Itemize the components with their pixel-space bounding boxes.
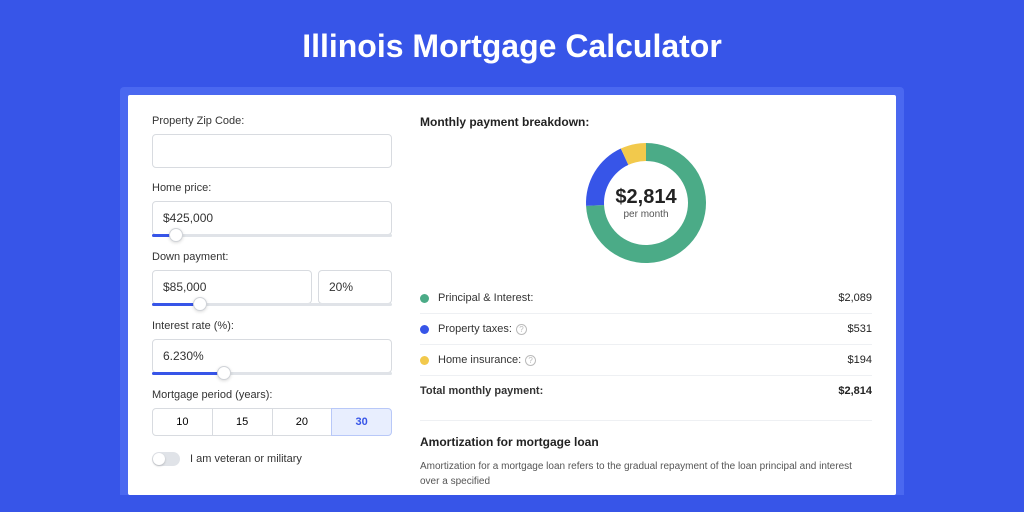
field-home-price: Home price: <box>152 182 392 237</box>
slider-thumb[interactable] <box>193 297 207 311</box>
period-button-10[interactable]: 10 <box>152 408 213 436</box>
zip-input[interactable] <box>152 134 392 168</box>
slider-thumb[interactable] <box>169 228 183 242</box>
field-down-payment: Down payment: <box>152 251 392 306</box>
info-icon[interactable]: ? <box>525 355 536 366</box>
form-panel: Property Zip Code: Home price: Down paym… <box>152 115 392 495</box>
total-row: Total monthly payment: $2,814 <box>420 376 872 406</box>
field-zip: Property Zip Code: <box>152 115 392 168</box>
donut-sub: per month <box>615 209 676 220</box>
period-label: Mortgage period (years): <box>152 389 392 401</box>
down-payment-pct-input[interactable] <box>318 270 392 304</box>
field-period: Mortgage period (years): 10152030 <box>152 389 392 436</box>
slider-thumb[interactable] <box>217 366 231 380</box>
amortization-title: Amortization for mortgage loan <box>420 435 872 449</box>
period-button-group: 10152030 <box>152 408 392 436</box>
total-label: Total monthly payment: <box>420 385 543 397</box>
toggle-knob <box>153 453 165 465</box>
legend-row: Property taxes:? $531 <box>420 314 872 345</box>
calculator-card: Property Zip Code: Home price: Down paym… <box>128 95 896 495</box>
veteran-toggle[interactable] <box>152 452 180 466</box>
legend-value: $531 <box>848 323 872 335</box>
home-price-input[interactable] <box>152 201 392 235</box>
donut-amount: $2,814 <box>615 186 676 209</box>
home-price-slider[interactable] <box>152 234 392 237</box>
total-value: $2,814 <box>838 385 872 397</box>
donut-chart: $2,814 per month <box>420 141 872 265</box>
legend-dot <box>420 294 429 303</box>
down-payment-label: Down payment: <box>152 251 392 263</box>
amortization-section: Amortization for mortgage loan Amortizat… <box>420 420 872 489</box>
interest-rate-input[interactable] <box>152 339 392 373</box>
legend-row: Principal & Interest: $2,089 <box>420 283 872 314</box>
legend: Principal & Interest: $2,089 Property taxe… <box>420 283 872 376</box>
info-icon[interactable]: ? <box>516 324 527 335</box>
interest-rate-slider[interactable] <box>152 372 392 375</box>
home-price-label: Home price: <box>152 182 392 194</box>
legend-label: Home insurance: <box>438 354 521 366</box>
legend-row: Home insurance:? $194 <box>420 345 872 376</box>
legend-dot <box>420 356 429 365</box>
legend-value: $194 <box>848 354 872 366</box>
donut-center: $2,814 per month <box>615 186 676 220</box>
period-button-15[interactable]: 15 <box>212 408 273 436</box>
interest-rate-label: Interest rate (%): <box>152 320 392 332</box>
amortization-text: Amortization for a mortgage loan refers … <box>420 459 872 489</box>
veteran-label: I am veteran or military <box>190 453 302 465</box>
field-interest-rate: Interest rate (%): <box>152 320 392 375</box>
breakdown-title: Monthly payment breakdown: <box>420 115 872 129</box>
page-title: Illinois Mortgage Calculator <box>0 0 1024 87</box>
legend-dot <box>420 325 429 334</box>
legend-value: $2,089 <box>838 292 872 304</box>
down-payment-input[interactable] <box>152 270 312 304</box>
legend-label: Principal & Interest: <box>438 292 533 304</box>
period-button-30[interactable]: 30 <box>331 408 392 436</box>
down-payment-slider[interactable] <box>152 303 392 306</box>
breakdown-panel: Monthly payment breakdown: $2,814 per mo… <box>420 115 872 495</box>
period-button-20[interactable]: 20 <box>272 408 333 436</box>
card-wrapper: Property Zip Code: Home price: Down paym… <box>120 87 904 495</box>
legend-label: Property taxes: <box>438 323 512 335</box>
zip-label: Property Zip Code: <box>152 115 392 127</box>
veteran-toggle-row: I am veteran or military <box>152 452 392 466</box>
